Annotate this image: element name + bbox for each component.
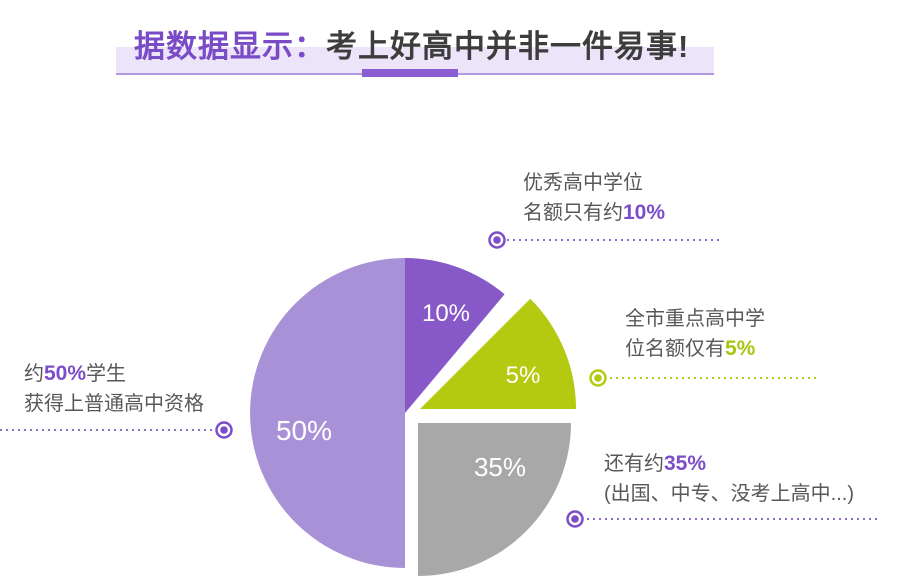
page-title-highlight: 据数据显示： [134, 29, 326, 64]
callout-other-line2-text: (出国、中专、没考上高中...) [604, 483, 854, 505]
callout-other: 还有约35% (出国、中专、没考上高中...) [604, 449, 854, 509]
callout-regular-line1-value: 50% [44, 362, 87, 385]
callout-excellent-line2-prefix: 名额只有约 [523, 202, 623, 224]
callout-key-line1: 全市重点高中学 [625, 304, 765, 334]
pie-slice-10 [405, 258, 505, 413]
leader-marker-35-dot [571, 515, 579, 523]
leader-marker-35-icon [566, 510, 584, 528]
callout-excellent-line2: 名额只有约10% [523, 198, 665, 228]
callout-regular-line1-prefix: 约 [24, 363, 44, 385]
callout-regular-line2: 获得上普通高中资格 [24, 389, 204, 419]
leader-marker-50-icon [215, 421, 233, 439]
pie-slice-50 [250, 258, 405, 568]
callout-other-line1-value: 35% [664, 452, 707, 475]
callout-regular: 约50%学生 获得上普通高中资格 [24, 359, 204, 419]
pie-slice-5 [420, 298, 576, 409]
callout-excellent-line1-text: 优秀高中学位 [523, 172, 643, 194]
slice-label-50: 50% [276, 415, 332, 446]
callout-key-line2-value: 5% [725, 337, 756, 360]
leader-marker-10-dot [493, 236, 501, 244]
callout-key-line2-prefix: 位名额仅有 [625, 338, 725, 360]
pie-slice-35 [418, 423, 571, 576]
page-title-rest: 考上好高中并非一件易事! [326, 29, 690, 64]
callout-regular-line2-text: 获得上普通高中资格 [24, 393, 204, 415]
slice-label-5: 5% [506, 362, 541, 389]
slice-label-35: 35% [474, 452, 526, 482]
callout-excellent: 优秀高中学位 名额只有约10% [523, 168, 665, 228]
callout-key: 全市重点高中学 位名额仅有5% [625, 304, 765, 364]
callout-regular-line1: 约50%学生 [24, 359, 204, 389]
callout-key-line1-text: 全市重点高中学 [625, 308, 765, 330]
leader-marker-10-icon [488, 231, 506, 249]
callout-other-line1: 还有约35% [604, 449, 854, 479]
title-accent-bar [362, 69, 458, 77]
callout-other-line1-prefix: 还有约 [604, 453, 664, 475]
callout-excellent-line1: 优秀高中学位 [523, 168, 665, 198]
callout-key-line2: 位名额仅有5% [625, 334, 765, 364]
leader-marker-50-dot [220, 426, 228, 434]
slice-label-10: 10% [422, 300, 470, 327]
page-title: 据数据显示：考上好高中并非一件易事! [134, 28, 689, 66]
callout-other-line2: (出国、中专、没考上高中...) [604, 479, 854, 509]
callout-excellent-line2-value: 10% [623, 201, 666, 224]
callout-regular-line1-suffix: 学生 [86, 363, 127, 385]
leader-marker-5-dot [594, 374, 602, 382]
leader-marker-5-icon [589, 369, 607, 387]
